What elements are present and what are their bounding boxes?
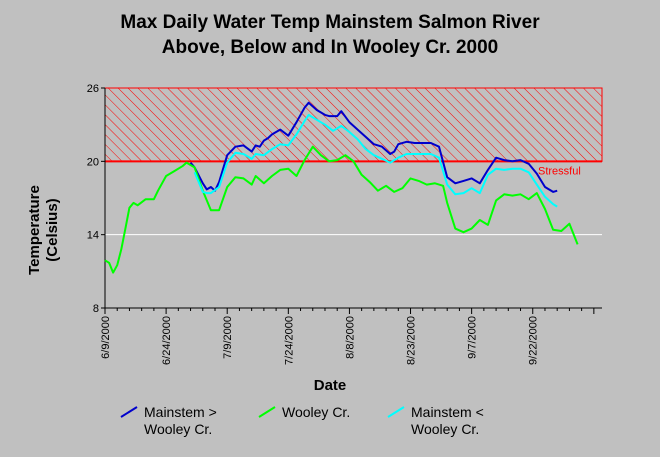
series-line-2 [193, 113, 558, 208]
y-axis-label-line2: (Celsius) [44, 198, 61, 262]
y-tick-label: 20 [87, 156, 99, 168]
x-tick-label: 9/22/2000 [528, 316, 540, 365]
x-tick-label: 7/24/2000 [283, 316, 295, 365]
y-tick-label: 8 [93, 303, 99, 315]
y-axis-label-line1: Temperature [26, 185, 43, 275]
x-tick-label: 6/9/2000 [100, 316, 112, 359]
y-tick-label: 26 [87, 83, 99, 95]
x-tick-label: 8/23/2000 [406, 316, 418, 365]
x-axis-label: Date [313, 377, 347, 394]
threshold-label: Stressful [538, 165, 581, 177]
legend-label-wooley: Wooley Cr. [282, 404, 351, 420]
x-tick-label: 9/7/2000 [467, 316, 479, 359]
chart-title-line1: Max Daily Water Temp Mainstem Salmon Riv… [120, 12, 540, 33]
x-tick-label: 7/9/2000 [222, 316, 234, 359]
legend-label-mainstem-above: Mainstem > Wooley Cr. [144, 404, 217, 437]
legend-label-mainstem-below: Mainstem < Wooley Cr. [411, 404, 484, 437]
y-tick-label: 14 [87, 230, 99, 242]
x-tick-label: 8/8/2000 [344, 316, 356, 359]
x-tick-label: 6/24/2000 [161, 316, 173, 365]
legend-swatch-mainstem-below [387, 406, 405, 418]
legend-swatch-mainstem-above [120, 406, 138, 418]
series-line-0 [189, 101, 558, 193]
series-line-1 [104, 145, 579, 274]
chart-title-line2: Above, Below and In Wooley Cr. 2000 [161, 37, 499, 58]
legend-swatch-wooley [258, 406, 276, 418]
